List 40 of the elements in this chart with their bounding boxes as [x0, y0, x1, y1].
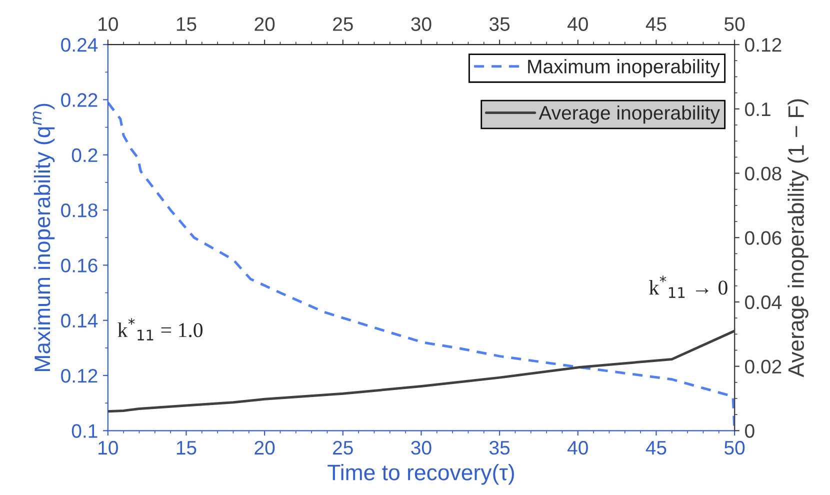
x2-tick-label: 45 [646, 17, 666, 31]
x-tick-label: 25 [333, 440, 353, 455]
y2-tick-label: 0.08 [745, 166, 782, 180]
x2-tick-label: 10 [98, 17, 118, 31]
y-tick-label: 0.12 [61, 368, 98, 383]
x-tick-label: 10 [98, 440, 118, 455]
y2-tick-label: 0.1 [745, 102, 770, 116]
x2-tick-label: 50 [724, 17, 745, 31]
x-tick-label: 15 [176, 441, 196, 455]
x-axis-title: Time to recovery(τ) [328, 464, 514, 485]
y2-tick-label: 0 [745, 424, 754, 438]
x-tick-label: 20 [254, 440, 275, 455]
y-tick-label: 0.2 [72, 148, 98, 162]
annotation: k$^{*}$$_{11}$ = 1.0 [118, 318, 203, 340]
x-tick-label: 40 [568, 440, 588, 455]
y2-tick-label: 0.12 [745, 38, 782, 52]
y-tick-label: 0.16 [61, 258, 98, 272]
annotation: k$^{*}$$_{11}$ → 0 [649, 276, 728, 298]
x-tick-label: 45 [646, 441, 666, 455]
x-tick-label: 50 [724, 440, 745, 455]
y-tick-label: 0.18 [61, 203, 98, 218]
x2-tick-label: 20 [254, 17, 275, 31]
y2-tick-label: 0.02 [745, 360, 782, 374]
x-tick-label: 35 [489, 440, 510, 455]
legend-label: Maximum inoperability [528, 59, 720, 78]
y-axis-title: Maximum inoperability (q$^{m}$) [32, 104, 55, 371]
x-tick-label: 30 [411, 440, 432, 455]
y2-tick-label: 0.04 [745, 295, 782, 310]
y2-axis-title: Average inoperability (1 − F) [788, 99, 808, 378]
x2-tick-label: 25 [333, 17, 353, 31]
x2-tick-label: 30 [411, 17, 432, 31]
x2-tick-label: 15 [176, 17, 196, 31]
x2-tick-label: 40 [568, 17, 588, 31]
y-tick-label: 0.14 [61, 314, 98, 328]
y-tick-label: 0.24 [61, 38, 98, 52]
y2-tick-label: 0.06 [745, 231, 782, 245]
legend-label: Average inoperability [538, 105, 720, 124]
y-tick-label: 0.1 [72, 424, 98, 438]
y-tick-label: 0.22 [61, 93, 98, 107]
x2-tick-label: 35 [489, 17, 510, 31]
